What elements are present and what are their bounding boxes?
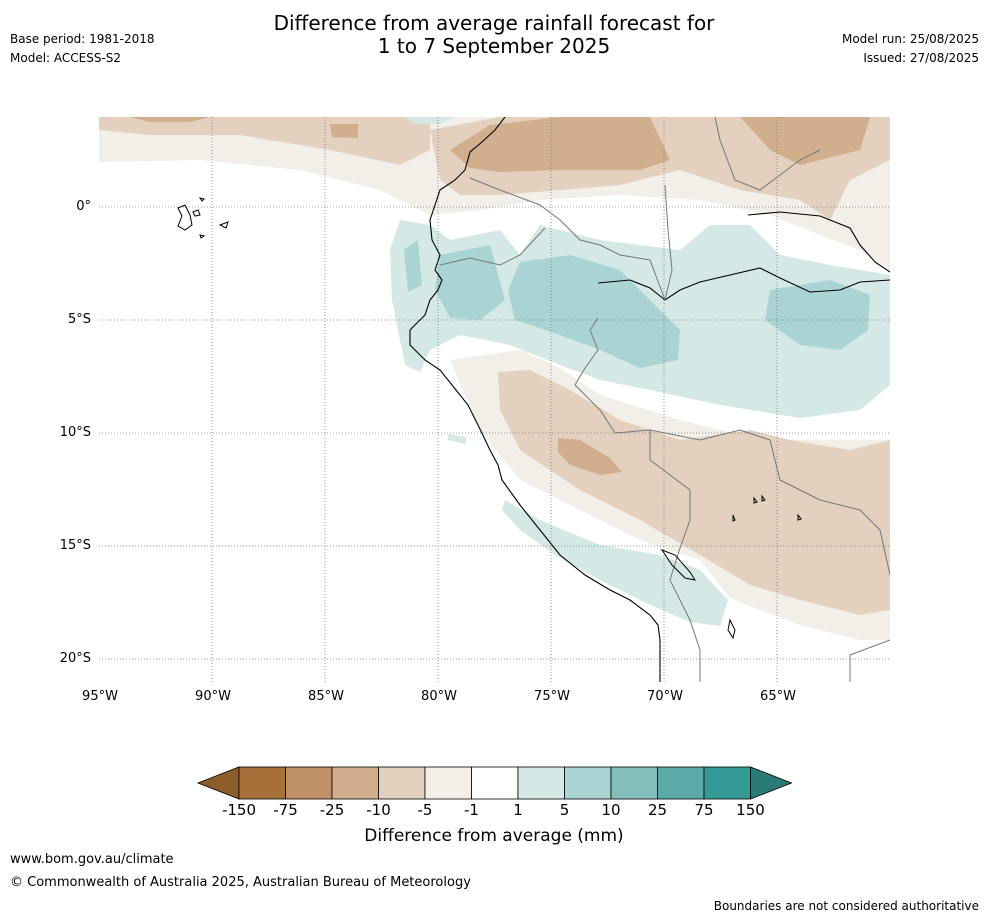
colorbar-tick-label: -10 xyxy=(366,801,391,819)
lon-label-95w: 95°W xyxy=(82,689,118,704)
lon-label-90w: 90°W xyxy=(195,689,231,704)
base-period-text: Base period: 1981-2018 xyxy=(10,32,155,46)
model-run-text: Model run: 25/08/2025 xyxy=(841,32,979,46)
model-text: Model: ACCESS-S2 xyxy=(10,51,122,65)
lat-label-20s: 20°S xyxy=(59,651,91,666)
wet-region-south-coast xyxy=(502,500,728,626)
dry-region-colombia-dark xyxy=(450,117,670,172)
colorbar-tick-label: 150 xyxy=(736,801,765,819)
colorbar-tick-label: -75 xyxy=(273,801,298,819)
colorbar-segment xyxy=(285,766,333,800)
dry-spot-pacific-north xyxy=(130,117,210,122)
colorbar xyxy=(196,766,793,800)
footer-copyright: © Commonwealth of Australia 2025, Austra… xyxy=(10,875,471,890)
dry-region-peru-dark xyxy=(558,438,622,475)
wet-spot-north xyxy=(405,117,455,124)
colorbar-tick-label: -1 xyxy=(464,801,479,819)
colorbar-tick-label: 10 xyxy=(601,801,621,819)
colorbar-tick-label: -150 xyxy=(221,801,257,819)
header-right-info: Model run: 25/08/2025 Issued: 27/08/2025 xyxy=(842,30,979,68)
colorbar-segment xyxy=(471,766,519,800)
colorbar-tick-label: -5 xyxy=(417,801,433,819)
header-left-info: Base period: 1981-2018 Model: ACCESS-S2 xyxy=(10,30,155,68)
colorbar-tick-label: 1 xyxy=(513,801,523,819)
coastline xyxy=(409,117,661,682)
lon-label-75w: 75°W xyxy=(534,689,570,704)
footer-url[interactable]: www.bom.gov.au/climate xyxy=(10,852,174,867)
issued-text: Issued: 27/08/2025 xyxy=(863,51,979,65)
colorbar-title: Difference from average (mm) xyxy=(364,826,624,846)
lat-label-15s: 15°S xyxy=(59,538,91,553)
colorbar-over-arrow xyxy=(750,766,793,800)
colorbar-segment xyxy=(517,766,565,800)
dry-spot-pacific xyxy=(330,124,358,138)
chart-title: Difference from average rainfall forecas… xyxy=(0,12,988,58)
colorbar-segment xyxy=(703,766,751,800)
wet-region-peru-mid xyxy=(508,255,680,368)
title-line-2: 1 to 7 September 2025 xyxy=(377,34,611,58)
wet-region-amazon-mid xyxy=(435,245,505,320)
colorbar-tick-label: 25 xyxy=(647,801,668,819)
lon-label-85w: 85°W xyxy=(308,689,344,704)
colorbar-segment xyxy=(610,766,658,800)
lat-label-5s: 5°S xyxy=(67,312,91,327)
colorbar-segment xyxy=(378,766,426,800)
colorbar-under-arrow xyxy=(196,766,240,800)
lakes xyxy=(660,494,802,640)
dry-region-south-mid xyxy=(498,370,890,615)
colorbar-segment xyxy=(424,766,472,800)
amazon-river xyxy=(597,267,890,301)
colorbar-segment xyxy=(564,766,612,800)
lon-label-70w: 70°W xyxy=(647,689,683,704)
wet-region-ecuador-mid xyxy=(404,240,422,292)
wet-spot-offshore xyxy=(448,434,466,444)
map-area xyxy=(99,117,890,682)
wet-region-brazil-mid xyxy=(765,280,870,350)
title-line-1: Difference from average rainfall forecas… xyxy=(273,11,715,35)
colorbar-segment xyxy=(238,766,286,800)
footer-disclaimer: Boundaries are not considered authoritat… xyxy=(713,899,979,913)
colorbar-tick-label: -25 xyxy=(319,801,345,819)
country-borders xyxy=(439,117,890,682)
north-coast xyxy=(747,211,890,273)
dry-region-venezuela-dark xyxy=(740,117,870,165)
lon-label-65w: 65°W xyxy=(760,689,796,704)
colorbar-segment xyxy=(331,766,379,800)
colorbar-segment xyxy=(657,766,705,800)
gridlines xyxy=(99,117,890,682)
lat-label-0: 0° xyxy=(76,199,91,214)
lat-label-10s: 10°S xyxy=(59,425,91,440)
lon-label-80w: 80°W xyxy=(421,689,457,704)
colorbar-tick-label: 75 xyxy=(694,801,714,819)
galapagos-islands xyxy=(177,197,229,239)
colorbar-tick-label: 5 xyxy=(559,801,570,819)
